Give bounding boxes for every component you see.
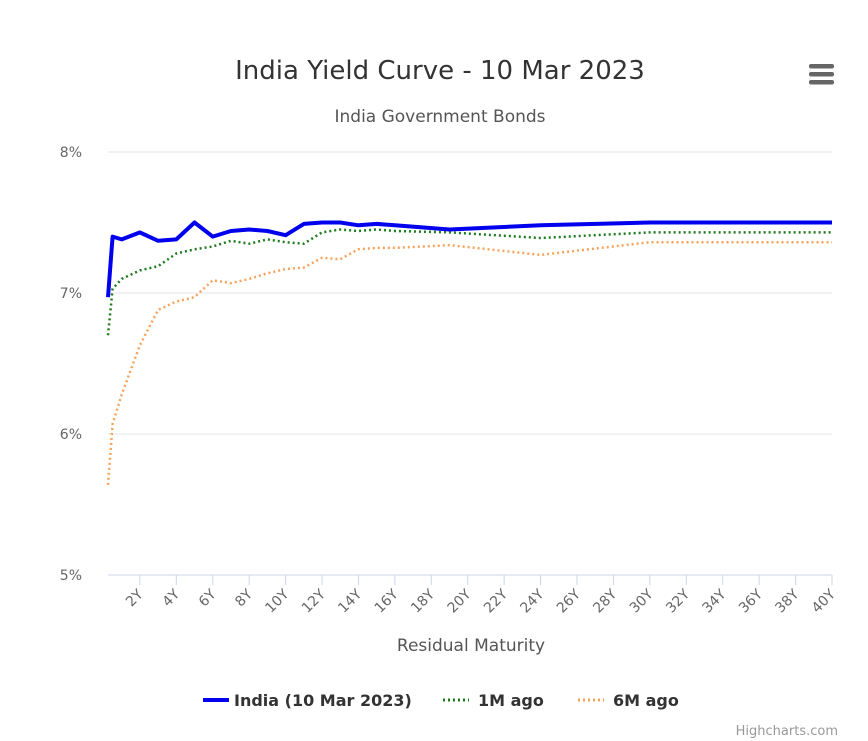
legend-label: 1M ago <box>478 691 544 710</box>
x-tick-label: 38Y <box>772 586 802 616</box>
chart-menu-button[interactable] <box>805 60 837 90</box>
credits-link[interactable]: Highcharts.com <box>736 724 838 739</box>
x-tick-label: 30Y <box>627 586 657 616</box>
x-tick-label: 2Y <box>123 586 147 610</box>
x-tick-label: 18Y <box>408 586 438 616</box>
y-tick-label: 6% <box>60 427 82 443</box>
y-axis-tick-labels: 5% 6% 7% 8% <box>60 145 82 584</box>
y-tick-label: 5% <box>60 568 82 584</box>
series-line-1m-ago[interactable] <box>106 228 832 336</box>
x-tick-label: 32Y <box>663 586 693 616</box>
y-tick-label: 8% <box>60 145 82 161</box>
legend-label: 6M ago <box>613 691 679 710</box>
grid-lines <box>108 151 832 435</box>
x-tick-label: 12Y <box>299 586 329 616</box>
x-tick-label: 8Y <box>232 586 256 610</box>
x-tick-label: 22Y <box>481 586 511 616</box>
legend-item-1m-ago[interactable]: 1M ago <box>443 691 544 710</box>
x-tick-label: 34Y <box>700 586 730 616</box>
legend-label: India (10 Mar 2023) <box>234 691 412 710</box>
x-axis-tick-labels: 2Y 4Y 6Y 8Y 10Y 12Y 14Y 16Y 18Y 20Y 22Y 24Y 26Y 28Y 30… <box>123 575 839 616</box>
x-tick-label: 24Y <box>517 586 547 616</box>
series-layer <box>106 220 832 485</box>
legend-item-india[interactable]: India (10 Mar 2023) <box>203 691 412 710</box>
chart-title: India Yield Curve - 10 Mar 2023 <box>235 56 645 86</box>
x-tick-label: 6Y <box>196 586 220 610</box>
legend: India (10 Mar 2023) 1M ago 6M ago <box>203 691 679 710</box>
series-line-6m-ago[interactable] <box>106 240 832 485</box>
x-tick-label: 28Y <box>590 586 620 616</box>
series-line-india[interactable] <box>106 220 832 298</box>
x-tick-label: 10Y <box>262 586 292 616</box>
chart-subtitle: India Government Bonds <box>334 107 545 127</box>
x-tick-label: 4Y <box>159 586 183 610</box>
x-tick-label: 36Y <box>736 586 766 616</box>
x-tick-label: 14Y <box>335 586 365 616</box>
x-tick-label: 40Y <box>809 586 839 616</box>
hamburger-menu-icon <box>809 64 834 85</box>
x-tick-label: 26Y <box>554 586 584 616</box>
y-tick-label: 7% <box>60 286 82 302</box>
legend-item-6m-ago[interactable]: 6M ago <box>578 691 679 710</box>
x-axis-title: Residual Maturity <box>397 636 545 656</box>
x-tick-label: 20Y <box>445 586 475 616</box>
x-tick-label: 16Y <box>372 586 402 616</box>
